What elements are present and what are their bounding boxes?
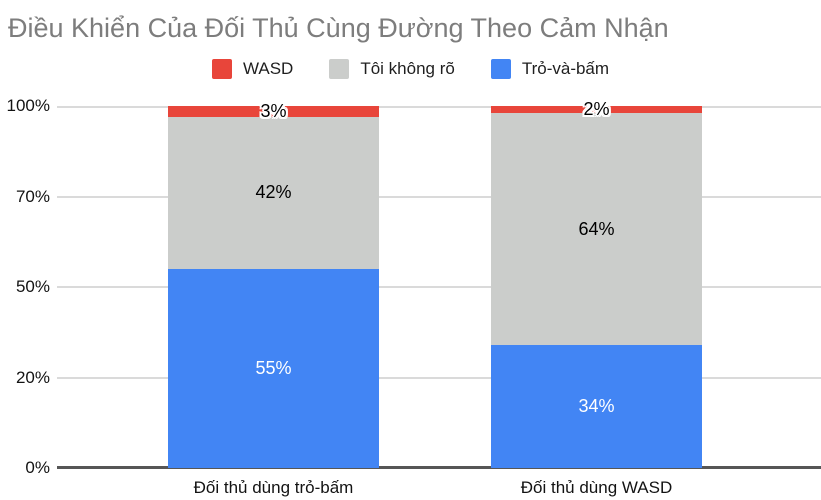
x-axis-label: Đối thủ dùng trỏ-bấm bbox=[193, 478, 354, 497]
gridline bbox=[57, 106, 821, 108]
legend-item-wasd: WASD bbox=[211, 59, 294, 79]
legend-label-toi-khong-ro: Tôi không rõ bbox=[360, 59, 455, 78]
legend-swatch-icon-toi-khong-ro bbox=[329, 59, 350, 79]
segment-toi-khong-ro: 42% bbox=[168, 116, 379, 269]
x-axis-line bbox=[57, 466, 821, 469]
y-tick-label: 20% bbox=[15, 368, 50, 387]
gridline bbox=[57, 377, 821, 379]
segment-toi-khong-ro: 64% bbox=[491, 113, 702, 345]
legend-label-tro-va-bam: Trỏ-và-bấm bbox=[521, 59, 610, 78]
legend-swatch-icon-wasd bbox=[211, 59, 232, 79]
segment-wasd: 3% bbox=[168, 101, 379, 121]
legend-item-tro-va-bam: Trỏ-và-bấm bbox=[490, 59, 610, 79]
legend-label-wasd: WASD bbox=[242, 59, 294, 78]
bar-2: 34% 64% 2% bbox=[491, 99, 702, 468]
legend-swatch-icon-tro-va-bam bbox=[490, 59, 511, 79]
y-tick-label: 50% bbox=[15, 277, 50, 296]
chart-title: Điều Khiển Của Đối Thủ Cùng Đường Theo C… bbox=[8, 13, 669, 43]
segment-wasd: 2% bbox=[491, 99, 702, 119]
bar-1: 55% 42% 3% bbox=[168, 101, 379, 468]
gridline bbox=[57, 196, 821, 198]
segment-value-label: 34% bbox=[578, 395, 615, 416]
legend-item-toi-khong-ro: Tôi không rõ bbox=[329, 59, 455, 79]
segment-value-label: 2% bbox=[583, 99, 610, 120]
segment-value-label: 55% bbox=[255, 357, 292, 378]
chart-legend: WASD Tôi không rõ Trỏ-và-bấm bbox=[0, 59, 821, 79]
plot-area: 55% 42% 3% 34% 64% 2% bbox=[57, 99, 821, 469]
y-tick-label: 0% bbox=[25, 458, 50, 477]
y-tick-label: 100% bbox=[6, 96, 50, 115]
segment-value-label: 3% bbox=[260, 100, 287, 121]
segment-tro-va-bam: 34% bbox=[491, 344, 702, 468]
gridline bbox=[57, 286, 821, 288]
segment-value-label: 64% bbox=[578, 218, 615, 239]
y-tick-label: 70% bbox=[15, 187, 50, 206]
segment-value-label: 42% bbox=[255, 182, 292, 203]
segment-tro-va-bam: 55% bbox=[168, 268, 379, 468]
x-axis-label: Đối thủ dùng WASD bbox=[520, 478, 673, 497]
